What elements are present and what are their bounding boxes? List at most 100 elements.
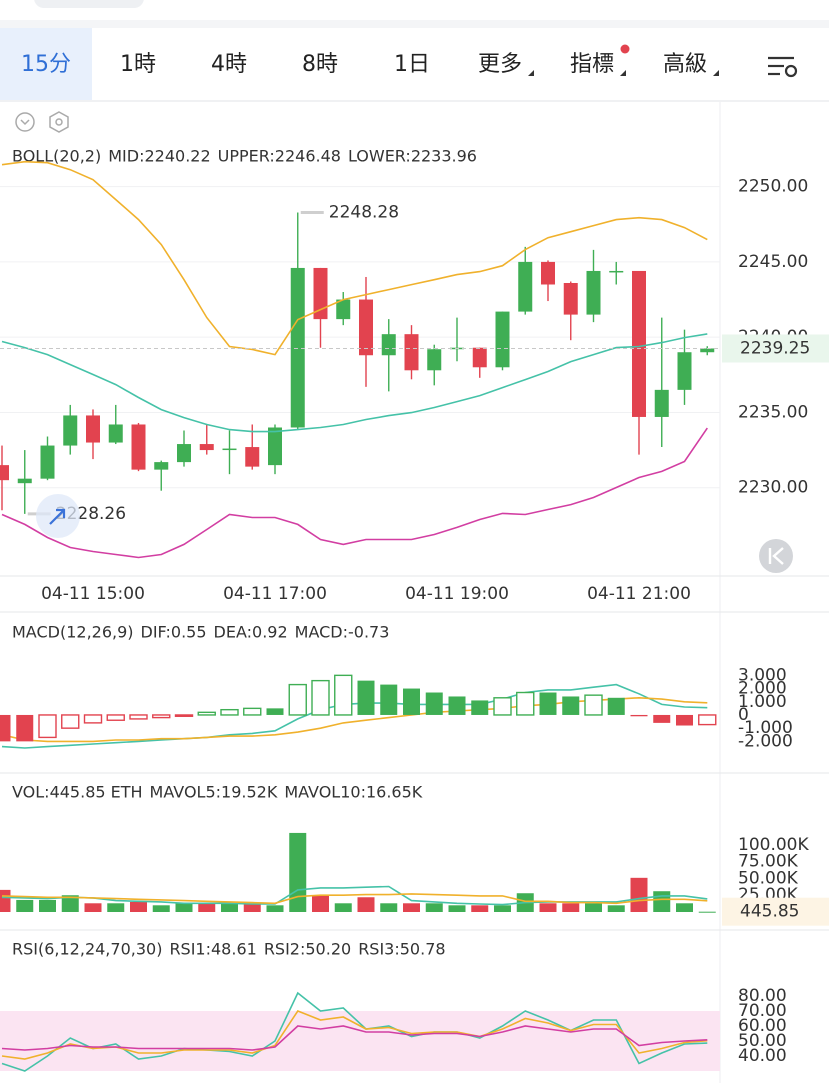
candle-body xyxy=(632,270,646,417)
histogram-bar xyxy=(16,899,34,912)
histogram-bar xyxy=(0,889,11,912)
legend-item: RSI3:50.78 xyxy=(358,940,445,959)
y-tick-label: 0 xyxy=(738,705,749,725)
histogram-bar xyxy=(38,714,57,739)
candle-body xyxy=(609,270,624,273)
tab[interactable]: 15分 xyxy=(21,52,71,77)
candle-body xyxy=(336,299,351,320)
settings-icon[interactable] xyxy=(768,56,798,78)
histogram-bar xyxy=(380,684,398,715)
histogram-bar xyxy=(471,905,489,912)
histogram-bar xyxy=(152,714,171,719)
legend-item: RSI1:48.61 xyxy=(169,940,256,959)
candle-body xyxy=(63,415,78,446)
last-label-bg xyxy=(722,334,829,363)
histogram-bar xyxy=(198,903,216,912)
tab[interactable]: 指標 xyxy=(570,52,614,77)
histogram-bar xyxy=(312,895,329,912)
y-tick-label: -2.000 xyxy=(738,731,793,751)
jump-arrow xyxy=(49,508,66,525)
histogram-bar xyxy=(266,708,284,715)
legend-item: DEA:0.92 xyxy=(214,623,288,642)
histogram-bar xyxy=(107,903,125,912)
histogram-bar xyxy=(152,905,170,912)
histogram-bar xyxy=(562,696,580,715)
active-tab-bg xyxy=(0,28,92,100)
legend-item: MACD(12,26,9) xyxy=(12,623,134,642)
x-tick-label: 04-11 19:00 xyxy=(405,584,509,604)
histogram-bar xyxy=(584,694,603,716)
x-tick-label: 04-11 21:00 xyxy=(587,584,691,604)
legend-item: LOWER:2233.96 xyxy=(348,147,477,166)
histogram-bar xyxy=(630,877,648,912)
indicator-line xyxy=(1,683,708,749)
histogram-bar xyxy=(516,691,535,716)
tab[interactable]: 4時 xyxy=(211,52,247,77)
tab[interactable]: 1日 xyxy=(394,52,430,77)
histogram-bar xyxy=(106,714,125,721)
legend-item: MACD:-0.73 xyxy=(295,623,390,642)
candle-body xyxy=(586,270,601,315)
candle-body xyxy=(381,334,396,356)
tab[interactable]: 8時 xyxy=(302,52,338,77)
histogram-bar xyxy=(493,697,512,716)
y-tick-label: 2230.00 xyxy=(738,478,808,498)
y-tick-label: 2235.00 xyxy=(738,402,808,422)
candle-body xyxy=(677,352,692,390)
histogram-bar xyxy=(357,897,375,912)
top-button[interactable] xyxy=(34,0,144,8)
latest-button[interactable] xyxy=(759,539,793,573)
candle-body xyxy=(245,447,260,467)
histogram-bar xyxy=(197,711,216,716)
dropdown-triangle xyxy=(713,70,719,76)
candle-body xyxy=(0,465,9,481)
legend-item: VOL:445.85 ETH xyxy=(12,783,143,802)
legend-item: RSI2:50.20 xyxy=(264,940,351,959)
collapse-icon[interactable] xyxy=(15,112,35,132)
candle-body xyxy=(222,448,237,451)
histogram-bar xyxy=(175,903,193,912)
histogram-bar xyxy=(61,714,80,729)
y-tick-label: 1.000 xyxy=(738,692,787,712)
histogram-bar xyxy=(311,679,330,716)
candle-body xyxy=(40,445,55,479)
last-label: 445.85 xyxy=(740,902,799,922)
candle-body xyxy=(290,267,305,428)
divider xyxy=(0,100,829,102)
dropdown-triangle xyxy=(528,70,534,76)
indicator-line xyxy=(1,333,708,433)
histogram-bar xyxy=(448,905,466,912)
legend-item: BOLL(20,2) xyxy=(12,147,101,166)
tab[interactable]: 更多 xyxy=(478,52,522,77)
y-tick-label: 50.00 xyxy=(738,1031,787,1051)
histogram-bar xyxy=(61,895,79,912)
legend-item: MAVOL5:19.52K xyxy=(150,783,278,802)
histogram-bar xyxy=(698,911,716,913)
y-tick-label: 40.00 xyxy=(738,1046,787,1066)
histogram-bar xyxy=(220,708,239,716)
candle-body xyxy=(700,348,715,353)
legend-item: MAVOL10:16.65K xyxy=(284,783,422,802)
candle-body xyxy=(17,478,32,484)
candle-body xyxy=(404,334,419,371)
histogram-bar xyxy=(403,688,420,715)
histogram-bar xyxy=(174,714,194,717)
histogram-bar xyxy=(676,714,693,726)
legend-item: MID:2240.22 xyxy=(108,147,210,166)
histogram-bar xyxy=(653,891,671,912)
histogram-bar xyxy=(357,680,375,715)
histogram-bar xyxy=(334,903,352,912)
histogram-bar xyxy=(698,714,717,726)
divider xyxy=(0,20,829,28)
indicator-line xyxy=(1,1025,708,1051)
candle-body xyxy=(427,349,442,371)
candle-body xyxy=(472,347,487,368)
settings-hex-dot xyxy=(55,118,63,126)
jump-button[interactable] xyxy=(36,494,80,538)
tab[interactable]: 1時 xyxy=(120,52,156,77)
tab[interactable]: 高級 xyxy=(663,52,707,77)
candle-body xyxy=(177,444,191,463)
y-tick-label: 2.000 xyxy=(738,679,787,699)
last-label-bg xyxy=(722,897,829,926)
settings-hex[interactable] xyxy=(49,111,69,133)
